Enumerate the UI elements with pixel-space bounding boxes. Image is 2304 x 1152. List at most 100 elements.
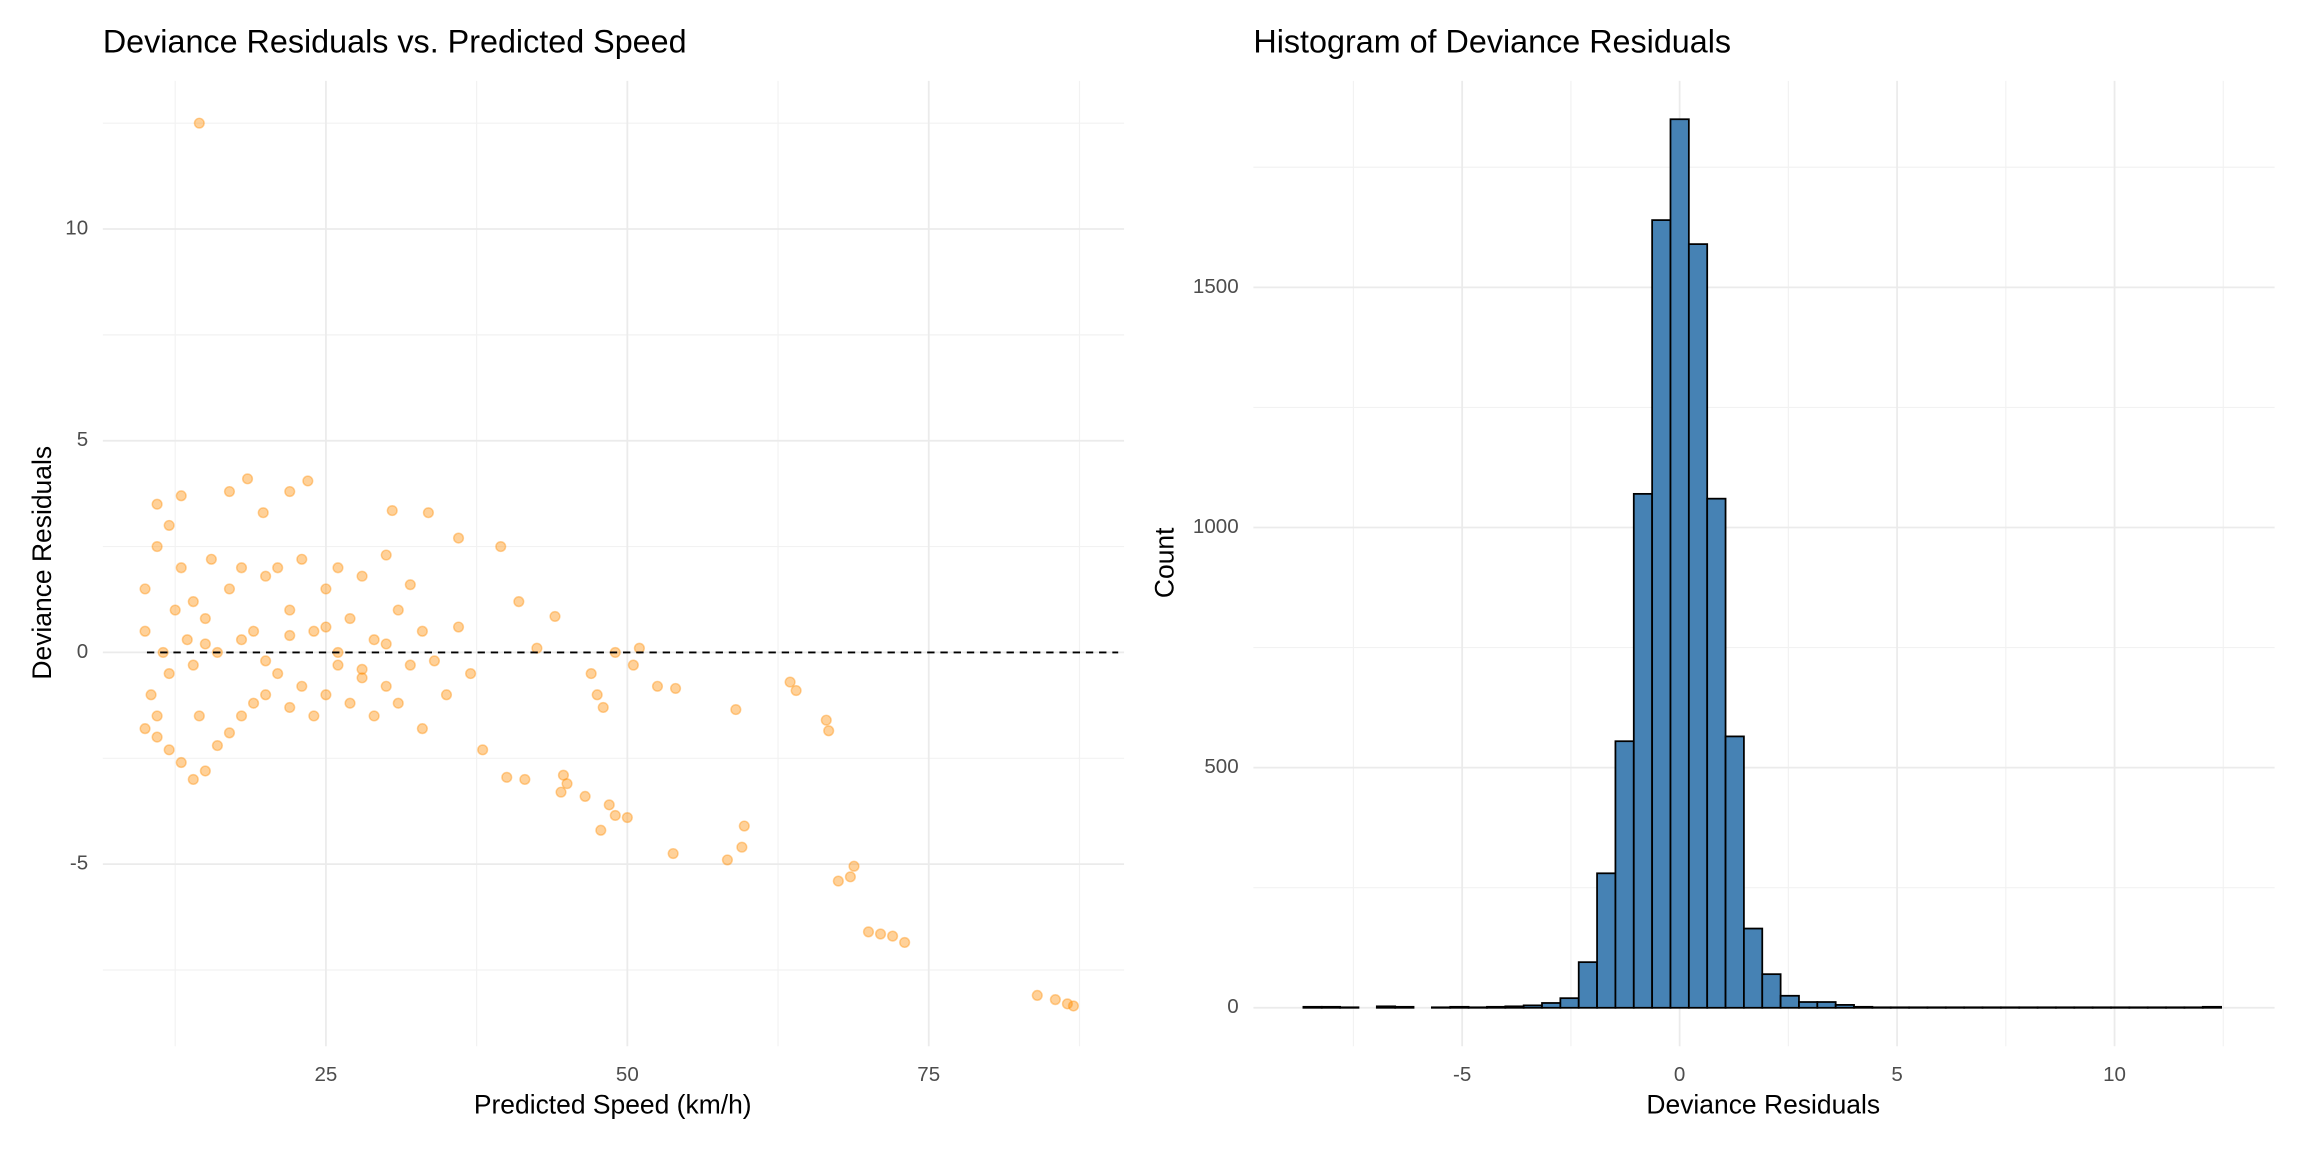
- point: [380, 549, 392, 561]
- point: [823, 725, 835, 737]
- point: [416, 625, 428, 637]
- point: [163, 668, 175, 680]
- point: [344, 697, 356, 709]
- point: [1031, 989, 1043, 1001]
- y-tick-label: 0: [1227, 995, 1238, 1018]
- point: [887, 930, 899, 942]
- point: [284, 485, 296, 498]
- point: [151, 731, 163, 743]
- point: [145, 689, 157, 701]
- point: [477, 744, 489, 756]
- bar: [1706, 497, 1727, 1009]
- point: [621, 811, 633, 824]
- point: [199, 638, 211, 650]
- point: [199, 765, 211, 777]
- point: [151, 710, 163, 722]
- bar: [1853, 1005, 1874, 1009]
- point: [603, 799, 615, 811]
- point: [465, 668, 477, 680]
- x-axis-title: Deviance Residuals: [1646, 1089, 1880, 1119]
- point: [193, 117, 205, 129]
- point: [404, 659, 416, 671]
- point: [651, 680, 664, 692]
- point: [422, 507, 434, 519]
- y-tick-label: 500: [1204, 755, 1238, 778]
- x-tick-label: 10: [2103, 1063, 2126, 1086]
- point: [416, 723, 428, 735]
- point: [790, 684, 802, 697]
- y-tick-label: 1500: [1193, 275, 1239, 298]
- point: [175, 490, 187, 502]
- bar: [1834, 1004, 1855, 1009]
- point: [736, 841, 748, 853]
- y-tick-label: 0: [77, 640, 88, 663]
- bar: [1522, 1004, 1543, 1009]
- point: [519, 773, 531, 786]
- point: [609, 809, 621, 822]
- point: [380, 638, 392, 650]
- point: [308, 710, 320, 722]
- point: [428, 655, 441, 667]
- point: [235, 562, 248, 574]
- point: [392, 604, 404, 616]
- bar: [1375, 1005, 1397, 1009]
- point: [205, 553, 217, 565]
- point: [241, 473, 254, 485]
- y-axis-title: Count: [1150, 527, 1180, 598]
- point: [332, 562, 344, 574]
- point: [247, 625, 260, 637]
- point: [320, 583, 332, 595]
- x-tick-label: 50: [616, 1063, 639, 1086]
- point: [284, 629, 296, 642]
- point: [296, 553, 308, 565]
- point: [513, 596, 525, 608]
- point: [440, 689, 453, 701]
- point: [260, 655, 272, 667]
- point: [187, 773, 199, 786]
- point: [139, 625, 151, 637]
- point: [452, 621, 465, 633]
- bar: [1486, 1005, 1507, 1009]
- point: [404, 579, 416, 591]
- point: [784, 676, 796, 688]
- y-tick-label: -5: [70, 852, 88, 875]
- bar: [2201, 1005, 2222, 1009]
- bar: [1632, 492, 1654, 1009]
- point: [199, 612, 211, 625]
- point: [561, 778, 573, 790]
- point: [296, 680, 308, 692]
- point: [181, 634, 193, 646]
- point: [320, 621, 332, 633]
- bar: [1761, 973, 1782, 1009]
- bar: [1614, 740, 1635, 1009]
- point: [193, 710, 205, 722]
- y-tick-label: 1000: [1193, 515, 1239, 538]
- point: [452, 532, 465, 544]
- bar: [1651, 219, 1672, 1009]
- point: [862, 926, 875, 938]
- chart-title: Histogram of Deviance Residuals: [1253, 24, 1731, 60]
- point: [557, 769, 570, 781]
- point: [175, 562, 187, 574]
- point: [356, 663, 368, 675]
- point: [175, 756, 187, 769]
- point: [627, 659, 639, 671]
- point: [1067, 1000, 1080, 1012]
- bar: [1541, 1002, 1562, 1009]
- point: [308, 625, 320, 637]
- point: [139, 583, 151, 595]
- point: [386, 504, 398, 517]
- point: [223, 583, 236, 595]
- point: [320, 689, 332, 701]
- bar: [1320, 1005, 1341, 1009]
- point: [356, 570, 368, 582]
- point: [669, 682, 682, 695]
- point: [302, 475, 314, 487]
- point: [1061, 998, 1073, 1010]
- point: [187, 659, 199, 671]
- point: [832, 875, 844, 887]
- point: [721, 854, 733, 866]
- point: [332, 659, 344, 671]
- point: [579, 790, 591, 802]
